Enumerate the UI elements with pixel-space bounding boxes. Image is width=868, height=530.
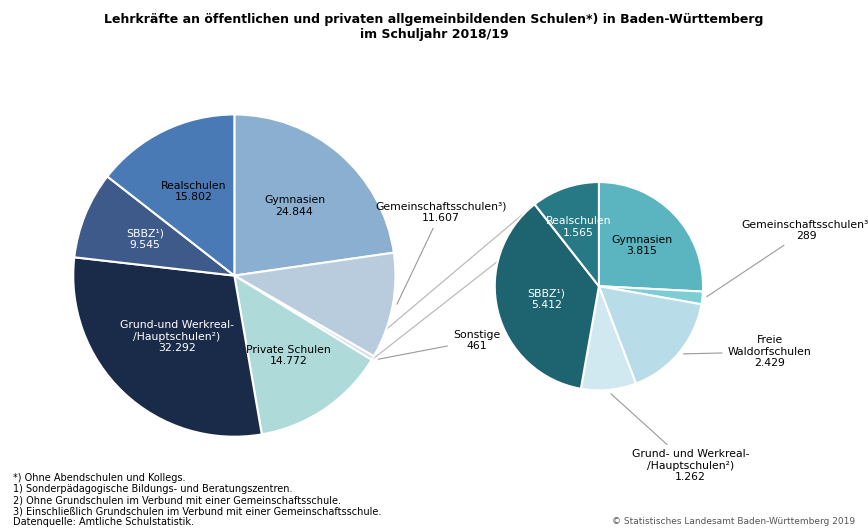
Text: © Statistisches Landesamt Baden-Württemberg 2019: © Statistisches Landesamt Baden-Württemb…	[612, 517, 855, 526]
Text: Realschulen
1.565: Realschulen 1.565	[546, 216, 611, 238]
Wedge shape	[234, 276, 372, 435]
Wedge shape	[495, 204, 599, 389]
Wedge shape	[73, 257, 262, 437]
Text: Private Schulen
14.772: Private Schulen 14.772	[247, 345, 331, 366]
Text: 1) Sonderpädagogische Bildungs- und Beratungszentren.: 1) Sonderpädagogische Bildungs- und Bera…	[13, 484, 293, 494]
Wedge shape	[234, 253, 396, 356]
Text: 2) Ohne Grundschulen im Verbund mit einer Gemeinschaftsschule.: 2) Ohne Grundschulen im Verbund mit eine…	[13, 495, 341, 505]
Text: SBBZ¹)
9.545: SBBZ¹) 9.545	[126, 228, 164, 250]
Text: im Schuljahr 2018/19: im Schuljahr 2018/19	[359, 28, 509, 41]
Text: SBBZ¹)
5.412: SBBZ¹) 5.412	[528, 288, 565, 310]
Text: Sonstige
461: Sonstige 461	[378, 330, 500, 359]
Wedge shape	[599, 286, 703, 304]
Wedge shape	[581, 286, 636, 391]
Wedge shape	[234, 276, 374, 360]
Wedge shape	[75, 176, 234, 276]
Text: Gemeinschaftsschulen³)
289: Gemeinschaftsschulen³) 289	[707, 219, 868, 297]
Text: Datenquelle: Amtliche Schulstatistik.: Datenquelle: Amtliche Schulstatistik.	[13, 517, 194, 527]
Wedge shape	[108, 114, 234, 276]
Text: Grund-und Werkreal-
/Hauptschulen²)
32.292: Grund-und Werkreal- /Hauptschulen²) 32.2…	[120, 320, 233, 353]
Text: Lehrkräfte an öffentlichen und privaten allgemeinbildenden Schulen*) in Baden-Wü: Lehrkräfte an öffentlichen und privaten …	[104, 13, 764, 26]
Text: Realschulen
15.802: Realschulen 15.802	[161, 181, 227, 202]
Wedge shape	[599, 182, 703, 292]
Wedge shape	[535, 182, 599, 286]
Text: 3) Einschließlich Grundschulen im Verbund mit einer Gemeinschaftsschule.: 3) Einschließlich Grundschulen im Verbun…	[13, 506, 381, 516]
Text: Gemeinschaftsschulen³)
11.607: Gemeinschaftsschulen³) 11.607	[375, 201, 507, 304]
Text: Gymnasien
3.815: Gymnasien 3.815	[611, 234, 673, 256]
Text: *) Ohne Abendschulen und Kollegs.: *) Ohne Abendschulen und Kollegs.	[13, 473, 186, 483]
Text: Grund- und Werkreal-
/Hauptschulen²)
1.262: Grund- und Werkreal- /Hauptschulen²) 1.2…	[611, 394, 749, 482]
Wedge shape	[599, 286, 701, 384]
Text: Freie
Waldorfschulen
2.429: Freie Waldorfschulen 2.429	[683, 335, 812, 368]
Wedge shape	[234, 114, 394, 276]
Text: Gymnasien
24.844: Gymnasien 24.844	[264, 196, 325, 217]
